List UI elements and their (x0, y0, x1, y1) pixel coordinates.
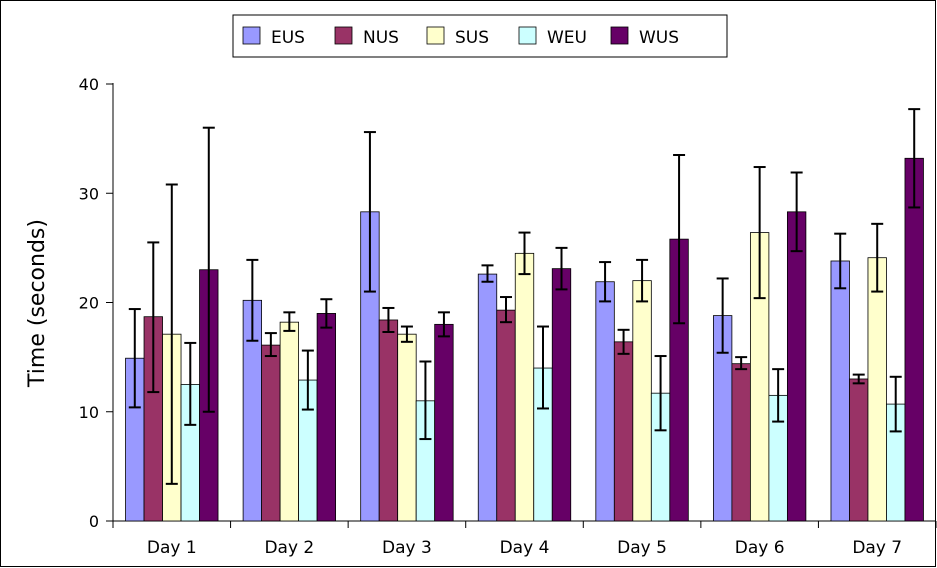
bar-wus (434, 323, 454, 522)
error-bar-nus (735, 356, 748, 371)
bar-wus (786, 211, 807, 522)
bar-eus (595, 281, 615, 522)
error-bar-wus (673, 154, 686, 325)
error-bar-weu (654, 355, 667, 432)
error-bar-weu (889, 375, 902, 433)
bar-nus (378, 319, 399, 522)
legend-label-sus: SUS (455, 28, 489, 48)
error-bar-nus (852, 373, 865, 385)
bar-sus (397, 333, 417, 522)
error-bar-weu (419, 360, 432, 441)
legend-swatch-weu (518, 26, 537, 45)
error-bar-wus (437, 311, 450, 338)
x-category-label: Day 2 (264, 538, 314, 558)
error-bar-eus (599, 261, 612, 303)
y-tick-label: 40 (79, 75, 99, 94)
x-category-label: Day 7 (852, 538, 902, 558)
error-bars (128, 108, 921, 485)
error-bar-weu (772, 368, 785, 423)
error-bar-weu (301, 349, 314, 411)
error-bar-weu (537, 325, 549, 410)
y-axis-label: Time (seconds) (25, 219, 50, 388)
legend-swatch-eus (242, 26, 261, 45)
legend: EUS NUS SUS WEU WUS (232, 14, 728, 58)
legend-swatch-sus (426, 26, 445, 45)
error-bar-eus (481, 264, 494, 283)
error-bar-nus (147, 241, 160, 394)
error-bar-eus (246, 258, 259, 342)
x-category-label: Day 3 (382, 538, 432, 558)
bar-sus (279, 321, 300, 522)
bar-wus (316, 313, 337, 522)
bar-sus (514, 252, 535, 522)
error-bar-eus (716, 277, 729, 354)
legend-label-eus: EUS (271, 28, 305, 48)
legend-label-nus: NUS (363, 28, 399, 48)
y-tick-label: 20 (79, 294, 99, 313)
error-bar-nus (617, 328, 630, 355)
x-category-label: Day 6 (735, 538, 785, 558)
x-category-label: Day 5 (617, 538, 667, 558)
error-bar-wus (908, 108, 921, 209)
error-bar-nus (500, 296, 512, 324)
legend-label-wus: WUS (639, 28, 679, 48)
error-bar-nus (264, 332, 277, 358)
y-tick-label: 0 (89, 512, 99, 531)
error-bar-sus (753, 166, 766, 300)
error-bar-wus (790, 171, 803, 253)
error-bar-sus (871, 222, 884, 293)
error-bar-sus (400, 325, 413, 343)
bar-sus (632, 280, 652, 522)
error-bar-weu (184, 341, 197, 426)
bar-wus (551, 268, 572, 522)
bar-sus (867, 257, 887, 522)
error-bar-sus (283, 311, 296, 332)
y-tick-label: 30 (79, 184, 99, 203)
bar-wus (904, 157, 924, 522)
bar-nus (496, 309, 516, 522)
bar-eus (477, 273, 498, 522)
x-category-label: Day 4 (500, 538, 550, 558)
bar-nus (731, 363, 751, 522)
bar-nus (849, 378, 869, 522)
y-tick-label: 10 (79, 403, 99, 422)
error-bar-nus (382, 306, 395, 333)
error-bar-sus (518, 231, 531, 276)
error-bar-wus (202, 126, 215, 413)
legend-swatch-nus (334, 26, 353, 45)
legend-box (232, 14, 728, 58)
legend-label-weu: WEU (547, 28, 587, 48)
bar-eus (830, 260, 850, 522)
error-bar-eus (128, 308, 141, 409)
error-bar-wus (555, 246, 568, 291)
x-category-label: Day 1 (147, 538, 197, 558)
error-bar-eus (834, 232, 847, 290)
error-bar-wus (320, 298, 333, 329)
bar-nus (261, 344, 281, 522)
error-bar-sus (165, 183, 178, 485)
error-bar-sus (636, 258, 649, 303)
error-bar-eus (363, 131, 376, 293)
y-axis: 0 10 20 30 40 (79, 75, 114, 531)
legend-swatch-wus (610, 26, 629, 45)
bar-nus (613, 341, 634, 522)
